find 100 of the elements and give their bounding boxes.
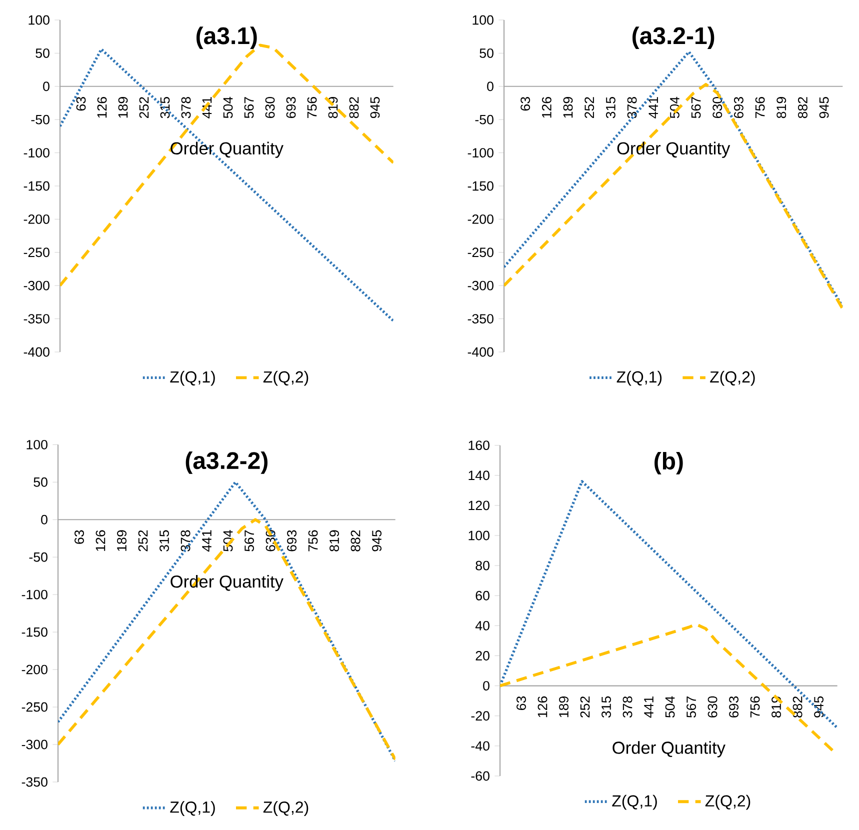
x-tick-label: 378 [622,696,632,718]
y-tick-label: -100 [468,148,494,158]
x-tick-label: 756 [308,530,318,552]
x-tick-label: 315 [602,696,611,718]
x-tick-label: 756 [750,696,760,718]
y-tick-label: -150 [468,181,494,191]
x-tick-label: 126 [97,97,107,118]
x-tick-label: 126 [542,97,552,118]
x-axis-title: Order Quantity [617,142,730,158]
x-tick-label: 63 [74,530,84,544]
x-tick-label: 441 [644,696,654,718]
x-tick-label: 252 [138,530,148,552]
y-tick-label: -150 [24,181,50,191]
legend-label: Z(Q,1) [170,801,215,816]
legend-label: Z(Q,1) [170,370,215,386]
x-tick-label: 567 [244,530,254,552]
y-tick-label: -200 [22,664,48,674]
x-tick-label: 882 [349,97,359,118]
x-tick-label: 504 [665,696,675,718]
y-tick-label: 0 [43,82,50,92]
x-tick-label: 315 [606,96,616,118]
x-tick-label: 252 [584,97,594,118]
x-tick-label: 756 [307,97,317,118]
x-tick-label: 819 [330,530,339,552]
legend-label: Z(Q,2) [710,370,755,386]
x-tick-label: 315 [160,96,170,118]
y-tick-label: -40 [471,741,490,751]
x-tick-label: 63 [76,97,86,111]
y-tick-label: -300 [22,740,48,750]
x-tick-label: 567 [691,97,701,118]
x-tick-label: 945 [819,96,829,118]
legend-label: Z(Q,2) [705,794,750,810]
chart-title: (a3.2-1) [632,26,714,50]
x-axis-title: Order Quantity [612,741,726,758]
x-tick-label: 882 [792,696,802,718]
y-tick-label: 0 [487,82,494,92]
y-tick-label: -50 [31,114,50,124]
x-tick-label: 567 [244,97,254,118]
x-tick-label: 189 [563,97,573,118]
legend-label: Z(Q,2) [263,801,308,816]
y-tick-label: 0 [483,681,490,691]
x-tick-label: 252 [139,97,149,118]
y-tick-label: 120 [468,500,490,510]
x-tick-label: 63 [516,696,526,710]
y-tick-label: -20 [471,711,490,721]
y-tick-label: -400 [24,347,50,357]
x-tick-label: 378 [180,530,190,552]
y-tick-label: -400 [468,347,494,357]
x-tick-label: 252 [580,696,590,718]
x-tick-label: 630 [708,696,718,718]
y-tick-label: 60 [476,590,490,600]
chart-title: (a3.1) [196,26,257,50]
x-tick-label: 441 [648,97,658,118]
y-tick-label: -100 [22,590,48,600]
y-tick-label: 100 [26,440,48,450]
x-tick-label: 189 [118,97,128,118]
x-tick-label: 819 [776,97,786,118]
y-tick-label: 100 [28,15,50,25]
x-tick-label: 126 [538,696,548,718]
x-tick-label: 693 [734,97,744,118]
y-tick-label: 40 [475,620,490,630]
y-tick-label: -200 [468,214,494,224]
y-tick-label: -50 [475,114,494,124]
y-tick-label: -200 [24,214,50,224]
x-tick-label: 945 [372,530,382,552]
x-tick-label: 567 [686,696,696,718]
y-tick-label: 50 [36,48,50,58]
y-tick-label: -250 [22,702,48,712]
x-tick-label: 945 [370,96,380,118]
x-tick-label: 756 [755,97,765,118]
y-tick-label: -350 [22,777,48,787]
y-tick-label: -100 [24,148,50,158]
x-tick-label: 504 [223,96,233,118]
x-tick-label: 63 [520,97,530,111]
y-tick-label: -350 [468,314,494,324]
y-tick-label: -350 [24,314,50,324]
x-tick-label: 882 [350,530,360,552]
y-tick-label: 0 [41,514,48,524]
legend-label: Z(Q,1) [612,794,657,810]
x-tick-label: 882 [798,97,808,118]
legend-label: Z(Q,2) [263,370,308,386]
x-tick-label: 126 [96,530,106,551]
y-tick-label: -50 [29,552,48,562]
x-tick-label: 693 [729,696,738,718]
y-tick-label: 160 [468,440,490,450]
x-tick-label: 189 [559,696,568,718]
y-tick-label: 140 [468,470,490,480]
y-tick-label: -150 [22,627,48,637]
y-tick-label: 100 [472,15,494,25]
x-tick-label: 315 [160,530,169,552]
chart-title: (b) [654,452,683,474]
x-tick-label: 378 [181,97,191,118]
y-tick-label: 20 [476,651,490,660]
x-tick-label: 630 [265,96,275,118]
x-tick-label: 693 [287,530,296,552]
y-tick-label: 50 [34,477,48,487]
y-tick-label: 100 [468,530,490,540]
x-tick-label: 378 [627,97,637,118]
y-tick-label: -60 [471,771,490,781]
chart-title: (a3.2-2) [186,451,268,474]
